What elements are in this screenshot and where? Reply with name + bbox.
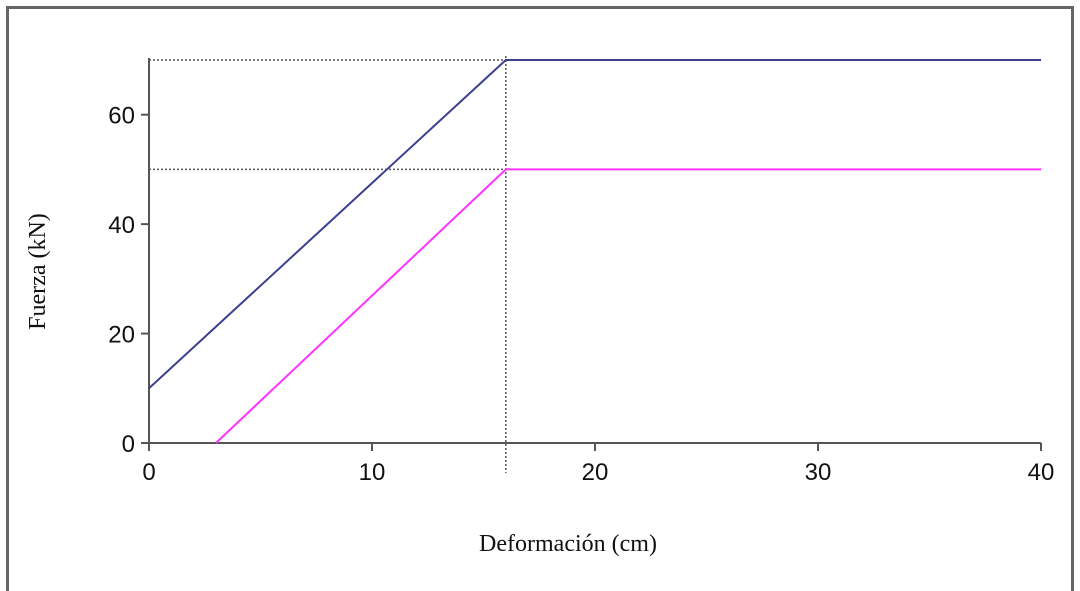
reference-lines [149,56,507,473]
y-tick-label: 0 [122,431,135,458]
axes [141,58,1042,451]
x-tick-label: 30 [805,459,832,486]
tick-labels: 0 10 20 30 40 0 20 40 60 [108,103,1054,486]
y-tick-label: 60 [108,103,135,130]
series-line-2 [215,168,1041,444]
series-line-1 [148,59,1041,390]
y-tick-label: 40 [108,212,135,239]
x-tick-label: 10 [359,459,386,486]
figure-frame [6,6,1074,591]
x-tick-label: 0 [142,459,155,486]
y-tick-label: 20 [108,322,135,349]
y-axis-title: Fuerza (kN) [25,213,51,330]
series-group [148,59,1041,444]
x-tick-label: 40 [1028,459,1055,486]
x-axis-title: Deformación (cm) [479,531,657,557]
x-tick-label: 20 [582,459,609,486]
